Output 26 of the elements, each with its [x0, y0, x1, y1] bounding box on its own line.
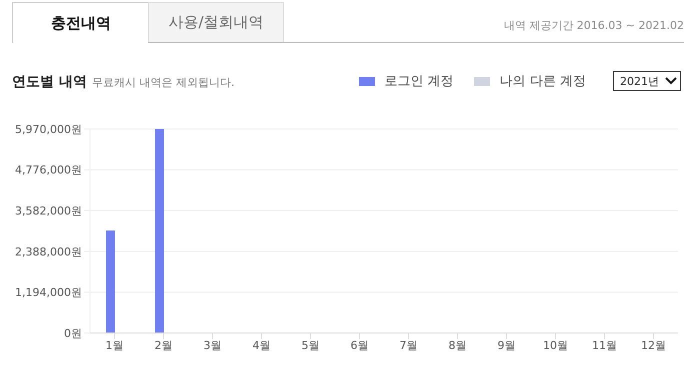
x-tick-label: 10월: [543, 338, 568, 352]
text: 내역 제공기간 2016.03 ~ 2021.02: [504, 18, 684, 33]
x-tick-label: 5월: [302, 338, 320, 352]
x-tick-label: 3월: [204, 338, 222, 352]
y-tick-label: 2,388,000원: [15, 245, 82, 258]
y-tick-label: 4,776,000원: [15, 164, 82, 177]
chart-subtitle: 무료캐시 내역은 제외됩니다.: [92, 75, 234, 90]
x-tick-label: 11월: [592, 338, 617, 352]
x-tick-label: 4월: [252, 338, 270, 352]
y-tick-label: 5,970,000원: [15, 122, 82, 136]
y-tick-label: 3,582,000원: [15, 204, 82, 218]
legend-label: 나의 다른 계정: [500, 73, 586, 90]
y-tick-label: 1,194,000원: [15, 286, 82, 300]
legend-label: 로그인 계정: [384, 73, 454, 90]
x-tick-label: 8월: [448, 338, 466, 352]
chart-title: 연도별 내역: [12, 73, 87, 91]
x-tick-label: 9월: [498, 338, 516, 352]
y-tick-label: 0원: [64, 326, 82, 340]
x-tick-label: 1월: [106, 338, 124, 352]
x-tick-label: 6월: [350, 338, 368, 352]
text: 사용/철회내역: [148, 2, 284, 42]
text: 충전내역: [12, 2, 150, 43]
x-tick-label: 7월: [400, 338, 418, 352]
x-tick-label: 12월: [641, 338, 666, 352]
x-tick-label: 2월: [154, 338, 172, 352]
text: 2021년: [620, 74, 659, 88]
